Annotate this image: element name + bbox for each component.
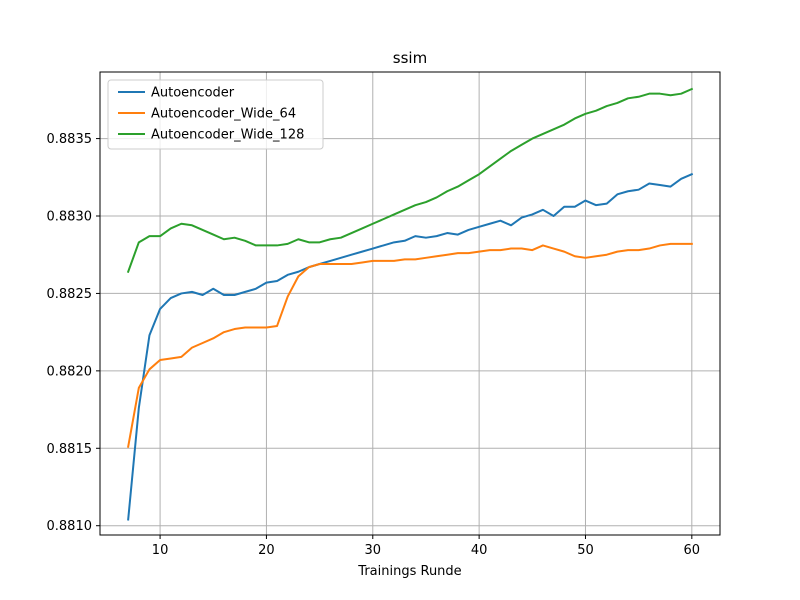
- x-tick-label: 20: [258, 543, 275, 558]
- series-line-autoencoder: [127, 172, 694, 521]
- x-tick-label: 40: [471, 543, 488, 558]
- legend-label: Autoencoder_Wide_128: [151, 128, 304, 143]
- x-tick-label: 60: [684, 543, 701, 558]
- x-tick-label: 10: [152, 543, 169, 558]
- series-layer: [126, 87, 694, 521]
- y-tick-label: 0.8820: [47, 364, 93, 379]
- x-axis-label: Trainings Runde: [357, 564, 461, 579]
- y-tick-label: 0.8825: [47, 287, 93, 302]
- series-line-autoencoder-wide-64: [127, 242, 693, 448]
- legend-label: Autoencoder_Wide_64: [151, 107, 296, 122]
- chart-title: ssim: [393, 49, 427, 67]
- ticks-layer: 10 20 30 40 50 60 0.8810 0.8815 0.8820 0.8825 0.88…: [47, 132, 701, 558]
- y-tick-label: 0.8815: [47, 442, 93, 457]
- legend-label: Autoencoder: [151, 86, 235, 101]
- series-line-autoencoder-wide-128: [126, 87, 694, 274]
- x-tick-label: 30: [365, 543, 382, 558]
- y-tick-label: 0.8810: [47, 519, 93, 534]
- y-tick-label: 0.8835: [47, 132, 93, 147]
- x-tick-label: 50: [577, 543, 594, 558]
- y-tick-label: 0.8830: [47, 210, 93, 225]
- legend-box: [107, 79, 324, 150]
- legend: Autoencoder Autoencoder_Wide_64 Autoencode…: [107, 79, 324, 150]
- plot-frame: [99, 71, 721, 536]
- grid-layer: [100, 72, 720, 535]
